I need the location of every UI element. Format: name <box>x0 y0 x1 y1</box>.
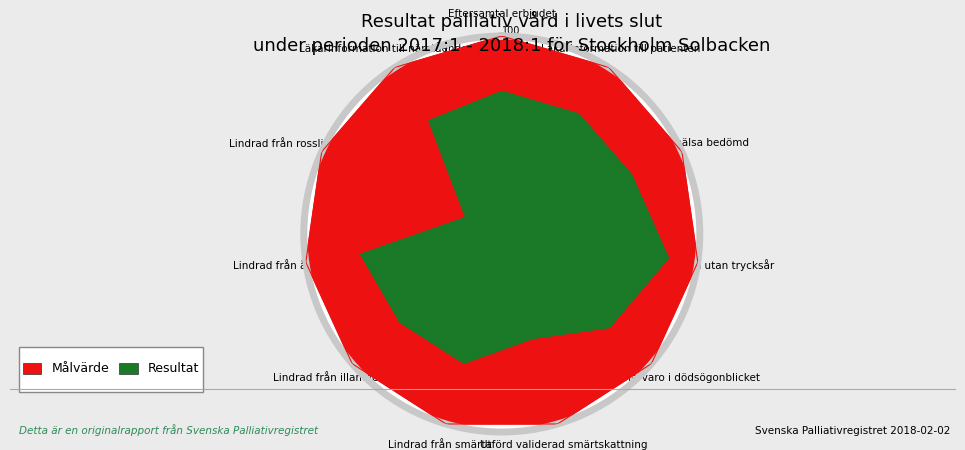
Polygon shape <box>361 91 669 363</box>
Polygon shape <box>306 36 698 424</box>
Text: Detta är en originalrapport från Svenska Palliativregistret: Detta är en originalrapport från Svenska… <box>19 425 318 436</box>
Text: Resultat palliativ vård i livets slut
under perioden 2017:1 - 2018:1 för Stockho: Resultat palliativ vård i livets slut un… <box>253 11 770 55</box>
Text: Svenska Palliativregistret 2018-02-02: Svenska Palliativregistret 2018-02-02 <box>756 427 951 436</box>
Legend: Målvärde, Resultat: Målvärde, Resultat <box>17 357 205 381</box>
